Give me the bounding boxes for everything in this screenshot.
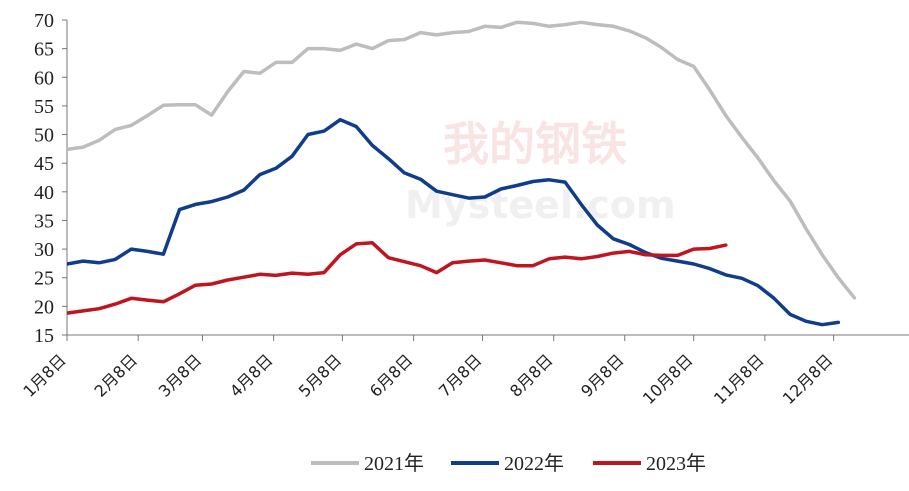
x-tick-label: 5月8日 (295, 350, 345, 400)
x-tick-label: 9月8日 (577, 350, 627, 400)
y-tick-label: 30 (34, 239, 54, 261)
y-tick-label: 50 (34, 125, 54, 147)
series-line-1 (67, 117, 841, 327)
x-tick-label: 10月8日 (639, 350, 697, 408)
y-tick-label: 40 (34, 182, 54, 204)
legend-label-2: 2023年 (646, 452, 706, 475)
x-tick-label: 1月8日 (19, 350, 69, 400)
legend-label-0: 2021年 (364, 452, 424, 475)
y-tick-label: 20 (34, 296, 54, 318)
legend: 2021年 2022年 2023年 (311, 452, 706, 475)
y-tick-label: 65 (34, 39, 54, 61)
watermark-chinese: 我的钢铁 (443, 117, 627, 171)
watermark-english: Mysteel.com (405, 183, 676, 227)
y-tick-label: 70 (34, 10, 54, 32)
y-tick-label: 55 (34, 96, 54, 118)
series-line-2 (67, 241, 728, 315)
x-tick-label: 11月8日 (710, 350, 768, 408)
y-tick-label: 25 (34, 268, 54, 290)
plot-area (67, 20, 857, 327)
x-tick-label: 7月8日 (435, 350, 485, 400)
axes (62, 19, 909, 341)
x-tick-label: 4月8日 (226, 350, 276, 400)
x-tick-label: 2月8日 (91, 350, 141, 400)
x-tick-label: 8月8日 (506, 350, 556, 400)
x-tick-label: 12月8日 (779, 350, 837, 408)
watermark: 我的钢铁 Mysteel.com (405, 117, 676, 227)
y-tick-label: 45 (34, 153, 54, 175)
series-line-0 (67, 20, 857, 300)
y-tick-label: 35 (34, 210, 54, 232)
y-tick-label: 15 (34, 325, 54, 347)
x-tick-label: 6月8日 (366, 350, 416, 400)
x-tick-label: 3月8日 (155, 350, 205, 400)
legend-label-1: 2022年 (504, 452, 564, 475)
y-tick-label: 60 (34, 67, 54, 89)
